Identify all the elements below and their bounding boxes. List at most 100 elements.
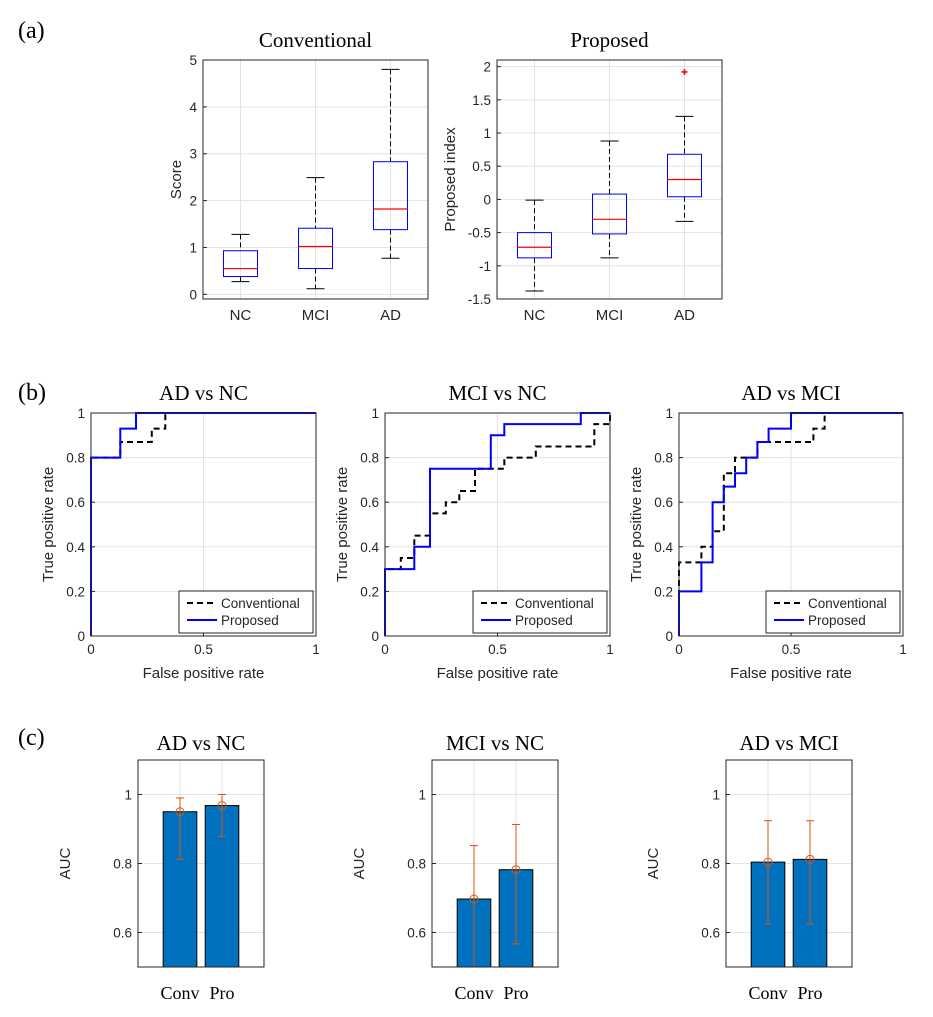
- bar-ad-mci-mean-marker-1: [805, 854, 815, 864]
- bar-mci-nc-ytick-label-0: 0.6: [407, 926, 426, 941]
- roc-ad-mci-xlabel: False positive rate: [730, 665, 852, 682]
- roc-ad-mci-ytick-label-1: 0.2: [654, 584, 673, 599]
- bar-ad-mci-axes-frame: [725, 759, 853, 968]
- roc-mci-nc-xtick-label-2: 1: [606, 642, 614, 657]
- roc-mci-nc-series-proposed: [384, 412, 610, 636]
- bar-mci-nc-mean-marker-0: [469, 894, 479, 904]
- roc-mci-nc-legend-label-proposed: Proposed: [515, 613, 573, 628]
- roc-ad-mci: 0 0.2 0.4 0.6 0.8 1 0 0.5 1 Conventional Proposed F…: [628, 381, 907, 682]
- roc-ad-mci-xtick-label-2: 1: [899, 642, 907, 657]
- box-proposed-xtick-label-2: AD: [674, 307, 695, 324]
- bar-ad-nc-ytick-label-1: 0.8: [113, 857, 132, 872]
- box-conventional-ytick-label-2: 2: [189, 194, 197, 209]
- roc-ad-nc-legend-label-conventional: Conventional: [221, 596, 300, 611]
- bar-ad-mci-ytick-label-1: 0.8: [701, 857, 720, 872]
- bar-ad-mci-mean-marker-0: [763, 857, 773, 867]
- roc-ad-mci-ytick-label-2: 0.4: [654, 540, 673, 555]
- roc-ad-mci-axes-frame: [678, 412, 904, 637]
- box-proposed-box-2: [667, 153, 702, 198]
- roc-ad-nc-xtick-label-1: 0.5: [194, 642, 213, 657]
- bar-ad-mci-ylabel: AUC: [645, 847, 662, 879]
- bar-ad-nc-ytick-label-0: 0.6: [113, 926, 132, 941]
- box-proposed-ylabel: Proposed index: [442, 127, 459, 232]
- roc-ad-nc-xtick-label-2: 1: [312, 642, 320, 657]
- box-proposed-ytick-label-5: 1: [483, 126, 491, 141]
- bar-mci-nc-title: MCI vs NC: [446, 731, 544, 755]
- roc-mci-nc-ytick-label-5: 1: [371, 406, 379, 421]
- roc-ad-nc-title: AD vs NC: [159, 381, 248, 405]
- bar-mci-nc-ylabel: AUC: [351, 847, 368, 879]
- roc-ad-nc: 0 0.2 0.4 0.6 0.8 1 0 0.5 1 Conventional Proposed F…: [40, 381, 320, 682]
- roc-ad-mci-ytick-label-4: 0.8: [654, 451, 673, 466]
- roc-mci-nc-xtick-label-0: 0: [381, 642, 389, 657]
- box-conventional-xtick-label-1: MCI: [302, 307, 330, 324]
- roc-ad-nc-ytick-label-0: 0: [77, 629, 85, 644]
- bar-mci-nc-mean-marker-1: [511, 865, 521, 875]
- roc-ad-nc-ytick-label-5: 1: [77, 406, 85, 421]
- roc-mci-nc-ytick-label-0: 0: [371, 629, 379, 644]
- roc-ad-mci-series-conventional: [678, 412, 903, 636]
- roc-ad-nc-legend-box: [178, 590, 314, 634]
- roc-ad-mci-series-proposed: [678, 412, 903, 636]
- box-proposed-outlier-2-0: [681, 68, 688, 75]
- roc-ad-nc-ytick-label-3: 0.6: [66, 495, 85, 510]
- roc-ad-nc-ytick-label-4: 0.8: [66, 451, 85, 466]
- roc-ad-mci-ytick-label-3: 0.6: [654, 495, 673, 510]
- roc-ad-nc-legend: Conventional Proposed: [178, 590, 314, 634]
- roc-mci-nc-ytick-label-3: 0.6: [360, 495, 379, 510]
- box-conventional-axes-frame: [202, 59, 429, 300]
- box-conventional-box-0: [223, 250, 258, 278]
- box-proposed-title: Proposed: [570, 28, 649, 52]
- bar-mci-nc-axes-frame: [431, 759, 559, 968]
- box-proposed-box-1: [592, 193, 627, 235]
- roc-ad-mci-legend: Conventional Proposed: [765, 590, 901, 634]
- bar-ad-nc-title: AD vs NC: [157, 731, 246, 755]
- box-conventional-ytick-label-1: 1: [189, 240, 197, 255]
- box-conventional-box-1: [298, 227, 333, 270]
- roc-ad-mci-title: AD vs MCI: [741, 381, 840, 405]
- charts: 0 1 2 3 4 5 NC MCI AD Conventional Score -1.5 -1 -0.5…: [40, 28, 907, 1003]
- roc-ad-mci-xtick-label-1: 0.5: [782, 642, 801, 657]
- roc-mci-nc-xlabel: False positive rate: [437, 665, 559, 682]
- panel-label-a: (a): [18, 18, 45, 44]
- roc-mci-nc-axes-frame: [384, 412, 611, 637]
- roc-mci-nc-title: MCI vs NC: [448, 381, 546, 405]
- box-conventional-ylabel: Score: [168, 160, 185, 199]
- roc-ad-nc-ylabel: True positive rate: [40, 467, 57, 582]
- box-proposed-ytick-label-1: -1: [479, 259, 491, 274]
- roc-ad-nc-ytick-label-1: 0.2: [66, 584, 85, 599]
- roc-mci-nc-legend: Conventional Proposed: [472, 590, 608, 634]
- roc-ad-mci-ytick-label-0: 0: [665, 629, 673, 644]
- box-conventional-ytick-label-0: 0: [189, 287, 197, 302]
- box-proposed-box-0: [517, 232, 552, 259]
- bar-ad-nc-axes-frame: [137, 759, 265, 968]
- panel-label-c: (c): [18, 725, 45, 751]
- box-conventional: 0 1 2 3 4 5 NC MCI AD Conventional Score: [168, 28, 429, 324]
- roc-ad-nc-axes-frame: [90, 412, 317, 637]
- roc-mci-nc-ytick-label-1: 0.2: [360, 584, 379, 599]
- roc-mci-nc: 0 0.2 0.4 0.6 0.8 1 0 0.5 1 Conventional Proposed F…: [334, 381, 614, 682]
- roc-ad-nc-xtick-label-0: 0: [87, 642, 95, 657]
- box-conventional-ytick-label-3: 3: [189, 147, 197, 162]
- box-proposed-ytick-label-6: 1.5: [472, 93, 491, 108]
- bar-ad-mci-xtick-label-1: Pro: [797, 983, 822, 1003]
- box-conventional-ytick-label-4: 4: [189, 100, 197, 115]
- box-proposed: -1.5 -1 -0.5 0 0.5 1 1.5 2 NC MCI AD Proposed Propos…: [442, 28, 723, 324]
- box-proposed-axes-frame: [496, 59, 723, 300]
- bar-mci-nc: 0.6 0.8 1 Conv Pro MCI vs NC AUC: [351, 731, 559, 1003]
- box-proposed-xtick-label-1: MCI: [596, 307, 624, 324]
- roc-ad-mci-legend-label-proposed: Proposed: [808, 613, 866, 628]
- box-conventional-ytick-label-5: 5: [189, 53, 197, 68]
- roc-ad-nc-xlabel: False positive rate: [143, 665, 265, 682]
- box-conventional-xtick-label-0: NC: [230, 307, 252, 324]
- roc-ad-nc-legend-label-proposed: Proposed: [221, 613, 279, 628]
- bar-ad-mci-ytick-label-2: 1: [712, 788, 720, 803]
- bar-mci-nc-xtick-label-0: Conv: [454, 983, 493, 1003]
- roc-ad-mci-xtick-label-0: 0: [675, 642, 683, 657]
- roc-mci-nc-ylabel: True positive rate: [334, 467, 351, 582]
- bar-ad-nc: 0.6 0.8 1 Conv Pro AD vs NC AUC: [57, 731, 265, 1003]
- box-conventional-box-2: [373, 161, 408, 231]
- bar-ad-nc-xtick-label-1: Pro: [209, 983, 234, 1003]
- roc-ad-mci-legend-box: [765, 590, 901, 634]
